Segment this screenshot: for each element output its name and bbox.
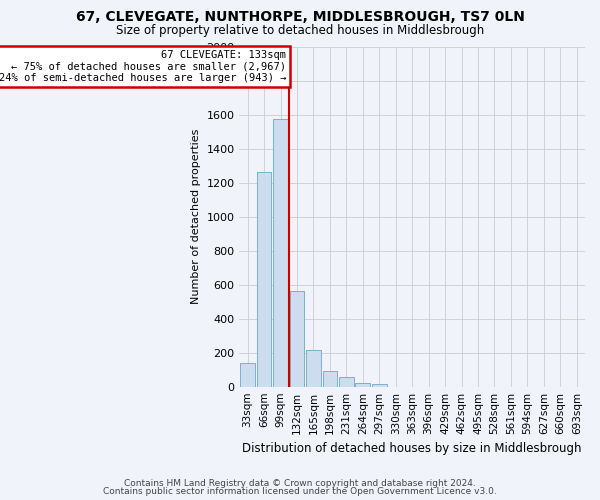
Bar <box>355 383 370 386</box>
Text: Contains HM Land Registry data © Crown copyright and database right 2024.: Contains HM Land Registry data © Crown c… <box>124 478 476 488</box>
Bar <box>290 292 304 386</box>
Bar <box>323 370 337 386</box>
Bar <box>257 172 271 386</box>
Bar <box>339 378 354 386</box>
Y-axis label: Number of detached properties: Number of detached properties <box>191 129 201 304</box>
X-axis label: Distribution of detached houses by size in Middlesbrough: Distribution of detached houses by size … <box>242 442 582 455</box>
Text: Contains public sector information licensed under the Open Government Licence v3: Contains public sector information licen… <box>103 487 497 496</box>
Text: 67, CLEVEGATE, NUNTHORPE, MIDDLESBROUGH, TS7 0LN: 67, CLEVEGATE, NUNTHORPE, MIDDLESBROUGH,… <box>76 10 524 24</box>
Bar <box>372 384 386 386</box>
Bar <box>240 363 255 386</box>
Text: Size of property relative to detached houses in Middlesbrough: Size of property relative to detached ho… <box>116 24 484 37</box>
Bar <box>273 119 288 386</box>
Text: 67 CLEVEGATE: 133sqm
← 75% of detached houses are smaller (2,967)
24% of semi-de: 67 CLEVEGATE: 133sqm ← 75% of detached h… <box>0 50 286 83</box>
Bar <box>306 350 321 387</box>
